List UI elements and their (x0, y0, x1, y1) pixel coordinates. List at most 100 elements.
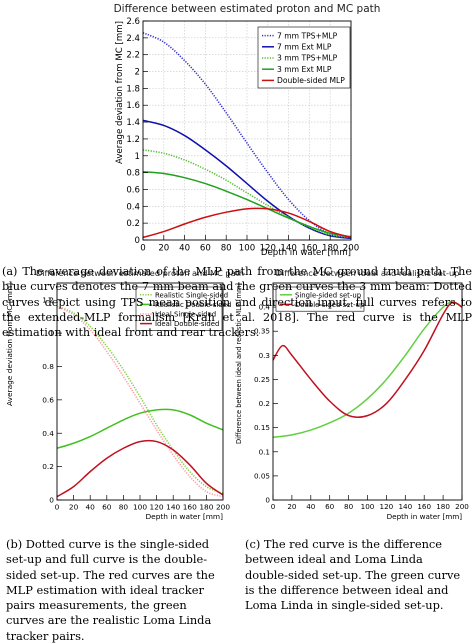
legend-entry: 3 mm Ext MLP (277, 65, 332, 74)
x-tick-label: 180 (199, 502, 213, 511)
y-tick-label: 1.2 (42, 295, 54, 304)
legend-entry: Ideal Single-sided (155, 310, 216, 318)
series-line-a-2 (142, 149, 352, 239)
chart-b: Difference between estimated proton and … (5, 268, 244, 521)
x-tick-label: 100 (239, 244, 255, 254)
x-tick-label: 60 (325, 502, 335, 511)
legend-b: Realistic Single-sided Realistic Double-s… (135, 286, 231, 331)
chart-c: Difference between ideal and realistic s… (235, 268, 469, 521)
legend-entry: Double-sided MLP (277, 76, 345, 85)
legend-a: 7 mm TPS+MLP 7 mm Ext MLP 3 mm TPS+MLP 3 mm… (257, 26, 351, 89)
y-tick-label: 0.4 (42, 429, 54, 438)
y-tick-label: 0.15 (254, 423, 270, 432)
x-tick-label: 140 (398, 502, 412, 511)
y-tick-label: 0 (135, 236, 140, 246)
y-axis-label-b: Average deviation from MC [mm] (5, 283, 14, 406)
chart-a: Difference between estimated proton and … (114, 3, 381, 258)
series-line-a-0 (142, 32, 352, 240)
y-tick-label: 0.6 (42, 395, 54, 404)
series-line-c-1 (272, 301, 463, 419)
y-tick-label: 1.6 (126, 101, 140, 111)
x-tick-label: 200 (216, 502, 230, 511)
x-tick-label: 160 (301, 244, 317, 254)
x-tick-label: 100 (361, 502, 375, 511)
legend-entry: 3 mm TPS+MLP (277, 54, 338, 63)
x-tick-label: 20 (69, 502, 79, 511)
legend-entry: Realistic Double-sided (155, 301, 231, 309)
chart-title-c: Difference between ideal and realistic s… (276, 268, 460, 278)
series-line-b-2 (56, 305, 224, 498)
y-tick-label: 0.8 (126, 169, 140, 179)
x-tick-label: 120 (380, 502, 394, 511)
y-axis-label-a: Average deviation from MC [mm] (115, 21, 125, 164)
y-tick-label: 1.8 (126, 84, 140, 94)
y-axis-label-c: Difference between ideal and realistic M… (235, 283, 243, 444)
x-tick-label: 120 (150, 502, 164, 511)
x-tick-label: 60 (102, 502, 112, 511)
x-tick-label: 160 (183, 502, 197, 511)
x-tick-label: 0 (271, 502, 276, 511)
y-tick-label: 2.2 (126, 51, 140, 61)
x-tick-label: 40 (306, 502, 316, 511)
series-line-c-0 (272, 301, 463, 439)
series-line-b-1 (56, 408, 224, 449)
series-line-a-3 (142, 171, 352, 238)
series-line-b-0 (56, 305, 224, 495)
y-tick-label: 2.6 (126, 17, 140, 27)
x-tick-label: 80 (221, 244, 232, 254)
caption-c: (c) The red curve is the difference betw… (245, 537, 461, 613)
x-tick-label: 0 (140, 244, 145, 254)
series-line-a-1 (142, 119, 352, 240)
series-line-b-3 (56, 439, 224, 498)
legend-entry: Double-sided set-up (295, 301, 364, 309)
chart-title-a: Difference between estimated proton and … (114, 3, 381, 15)
legend-c: Single-sided set-up Double-sided set-up (275, 286, 365, 312)
caption-a: (a) The average deviation of the MLP pat… (2, 265, 472, 340)
x-tick-label: 120 (260, 244, 276, 254)
x-axis-label-c: Depth in water [mm] (387, 512, 463, 521)
x-tick-label: 180 (322, 244, 338, 254)
legend-entry: 7 mm TPS+MLP (277, 31, 338, 40)
legend-box-c (275, 286, 365, 312)
x-tick-label: 160 (417, 502, 431, 511)
y-tick-label: 0.2 (259, 399, 270, 408)
x-tick-label: 40 (85, 502, 95, 511)
y-tick-label: 0 (265, 496, 270, 505)
y-tick-label: 0.3 (259, 351, 270, 360)
legend-entry: Realistic Single-sided (155, 291, 228, 299)
x-tick-label: 40 (179, 244, 190, 254)
y-tick-label: 2 (135, 68, 140, 78)
x-tick-label: 180 (436, 502, 450, 511)
y-tick-label: 0.05 (254, 471, 270, 480)
y-tick-label: 2.4 (126, 34, 140, 44)
legend-entry: Single-sided set-up (295, 291, 361, 299)
x-tick-label: 20 (287, 502, 297, 511)
y-tick-label: 0 (49, 496, 54, 505)
x-tick-label: 80 (119, 502, 129, 511)
series-line-a-4 (142, 207, 352, 239)
x-tick-label: 20 (158, 244, 169, 254)
y-tick-label: 0.25 (254, 375, 270, 384)
x-tick-label: 100 (133, 502, 147, 511)
y-tick-label: 1.2 (126, 135, 140, 145)
x-tick-label: 0 (55, 502, 60, 511)
x-tick-label: 80 (344, 502, 354, 511)
y-tick-label: 0.35 (254, 327, 270, 336)
x-tick-label: 140 (280, 244, 296, 254)
legend-entry: 7 mm Ext MLP (277, 43, 332, 52)
y-tick-label: 1.4 (126, 118, 140, 128)
x-axis-label-b: Depth in water [mm] (145, 512, 223, 521)
x-tick-label: 200 (455, 502, 469, 511)
y-tick-label: 0.6 (126, 185, 140, 195)
x-tick-label: 60 (200, 244, 211, 254)
y-tick-label: 0.4 (126, 202, 140, 212)
legend-entry: Ideal Double-sided (155, 320, 219, 328)
x-tick-label: 200 (343, 244, 359, 254)
y-tick-label: 0.2 (42, 462, 54, 471)
caption-b: (b) Dotted curve is the single-sided set… (6, 537, 215, 643)
y-tick-label: 1 (135, 152, 140, 162)
chart-title-b: Difference between estimated proton and … (36, 268, 244, 278)
y-tick-label: 0.4 (259, 303, 271, 312)
y-tick-label: 0.8 (42, 362, 54, 371)
